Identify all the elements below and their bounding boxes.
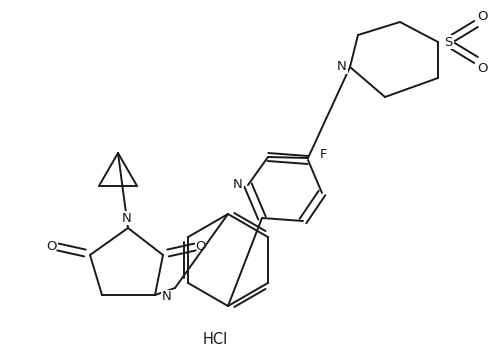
Text: O: O — [196, 241, 206, 253]
Text: F: F — [320, 148, 328, 162]
Text: HCl: HCl — [202, 333, 228, 347]
Text: N: N — [233, 179, 243, 192]
Text: S: S — [444, 36, 452, 49]
Text: N: N — [122, 212, 132, 224]
Text: N: N — [337, 61, 347, 73]
Text: N: N — [162, 290, 172, 303]
Text: O: O — [47, 241, 57, 253]
Text: O: O — [478, 61, 488, 74]
Text: O: O — [478, 9, 488, 23]
